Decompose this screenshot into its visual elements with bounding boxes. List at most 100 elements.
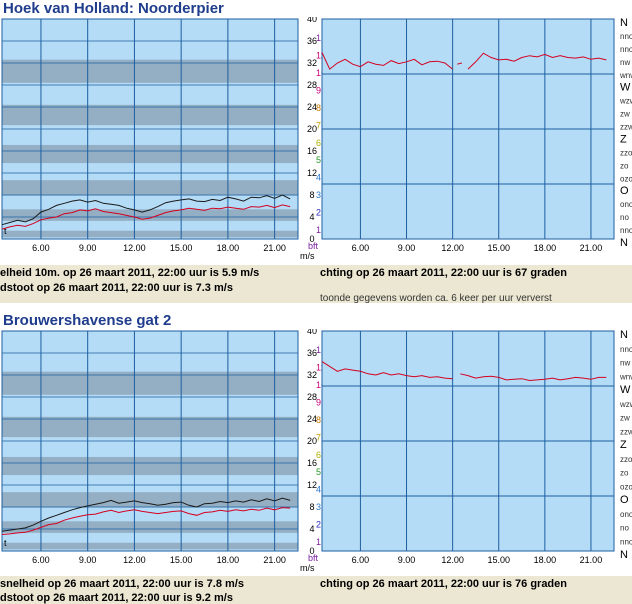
- y-tick-label-bft: 10: [316, 68, 326, 78]
- x-tick-label: 9.00: [398, 555, 416, 565]
- x-tick-label: 6.00: [352, 555, 370, 565]
- x-tick-label: 21.00: [263, 555, 286, 565]
- y-tick-label-compass: N: [620, 549, 628, 561]
- y-tick-label-bft: 4: [316, 173, 321, 183]
- y-tick-label-compass: W: [620, 384, 631, 396]
- y-tick-label-compass: nno: [620, 45, 632, 54]
- y-tick-label-compass: nno: [620, 32, 632, 41]
- y-tick-label-bft: 12: [316, 33, 326, 43]
- y-tick-label-compass: nno: [620, 345, 632, 354]
- y-tick-label-compass: zo: [620, 469, 629, 478]
- y-tick-label-compass: zzo: [620, 148, 632, 157]
- direction-readout: chting op 26 maart 2011, 22:00 uur is 67…: [320, 267, 567, 279]
- wind-direction-line: [321, 52, 453, 70]
- y-tick-label-bft: 3: [316, 190, 321, 200]
- x-tick-label: 15.00: [487, 243, 510, 253]
- wind-direction-line: [467, 52, 607, 70]
- x-tick-label: 12.00: [123, 555, 146, 565]
- plot-frame: [321, 18, 615, 240]
- y-tick-label-bft: 1: [316, 537, 321, 547]
- x-tick-label: 21.00: [580, 555, 603, 565]
- y-tick-label-compass: ozo: [620, 482, 632, 491]
- beaufort-band: [2, 521, 298, 533]
- plot-frame: [1, 18, 299, 240]
- y-tick-label-compass: no: [620, 213, 629, 222]
- x-tick-label: 6.00: [32, 243, 50, 253]
- y-tick-label-compass: ono: [620, 510, 632, 519]
- plot-frame: [1, 330, 299, 552]
- y-tick-label-ms: 24: [307, 102, 317, 112]
- x-tick-label: 9.00: [79, 555, 97, 565]
- x-tick-label: 15.00: [170, 243, 193, 253]
- y-tick-label-bft: 10: [316, 380, 326, 390]
- y-tick-label-bft: 2: [316, 208, 321, 218]
- y-tick-label-compass: ono: [620, 200, 632, 209]
- x-tick-label: 12.00: [441, 243, 464, 253]
- beaufort-band: [2, 180, 298, 196]
- y-tick-label-ms: 32: [307, 370, 317, 380]
- y-tick-label-compass: zo: [620, 161, 629, 170]
- wind-speed-line: [1, 507, 291, 535]
- y-tick-label-ms: 40: [307, 17, 317, 24]
- update-note: toonde gegevens worden ca. 6 keer per uu…: [320, 293, 552, 303]
- beaufort-band: [2, 59, 298, 83]
- beaufort-band: [2, 542, 298, 550]
- y-tick-label-ms: 16: [307, 458, 317, 468]
- y-tick-label-bft: 8: [316, 415, 321, 425]
- y-tick-label-bft: 7: [316, 432, 321, 442]
- x-tick-label: 9.00: [398, 243, 416, 253]
- y-tick-label-ms: 32: [307, 58, 317, 68]
- station-title-2: Brouwershavense gat 2: [3, 312, 172, 329]
- station-1-info: elheid 10m. op 26 maart 2011, 22:00 uur …: [0, 265, 632, 303]
- y-tick-label-compass: wnw: [619, 372, 632, 381]
- plot-frame: [321, 330, 615, 552]
- y-tick-label-ms: 16: [307, 146, 317, 156]
- y-tick-label-bft: 9: [316, 85, 321, 95]
- y-tick-label-compass: N: [620, 237, 628, 249]
- y-tick-label-ms: 28: [307, 392, 317, 402]
- y-tick-label-ms: 20: [307, 436, 317, 446]
- y-tick-label-ms: 0: [309, 234, 314, 244]
- y-tick-label-bft: 9: [316, 397, 321, 407]
- y-tick-label-compass: nw: [620, 58, 630, 67]
- beaufort-band: [2, 209, 298, 221]
- x-tick-label: 21.00: [263, 243, 286, 253]
- y-tick-label-compass: wnw: [619, 71, 632, 80]
- y-tick-label-compass: zzo: [620, 455, 632, 464]
- station-title-1: Hoek van Holland: Noorderpier: [3, 0, 224, 17]
- beaufort-band: [2, 416, 298, 438]
- wind-gust-line: [1, 194, 291, 226]
- y-tick-label-compass: Z: [620, 133, 627, 145]
- speed-readout: snelheid op 26 maart 2011, 22:00 uur is …: [0, 578, 244, 590]
- y-tick-label-ms: 8: [309, 190, 314, 200]
- y-tick-label-bft: 6: [316, 138, 321, 148]
- wind-direction-line: [457, 62, 463, 65]
- gust-readout: dstoot op 26 maart 2011, 22:00 uur is 7.…: [0, 282, 233, 294]
- y-tick-label-bft: 5: [316, 467, 321, 477]
- y-tick-label-compass: nw: [620, 359, 630, 368]
- y-tick-label-ms: 4: [309, 524, 314, 534]
- beaufort-band: [2, 456, 298, 476]
- y-tick-label-ms: 36: [307, 348, 317, 358]
- y-tick-label-ms: 12: [307, 168, 317, 178]
- beaufort-band: [2, 492, 298, 508]
- corner-label: t: [4, 226, 7, 236]
- x-tick-label: 6.00: [352, 243, 370, 253]
- y-tick-label-compass: zw: [620, 414, 630, 423]
- y-tick-label-compass: Z: [620, 439, 627, 451]
- y-tick-label-ms: 40: [307, 329, 317, 336]
- y-tick-label-bft: 11: [316, 50, 325, 60]
- y-tick-label-bft: 7: [316, 120, 321, 130]
- y-tick-label-compass: N: [620, 329, 628, 341]
- bft-label: bft: [308, 241, 319, 251]
- y-tick-label-compass: W: [620, 82, 631, 94]
- y-tick-label-bft: 12: [316, 345, 326, 355]
- y-tick-label-compass: O: [620, 185, 629, 197]
- beaufort-band: [2, 230, 298, 238]
- y-tick-label-bft: 8: [316, 103, 321, 113]
- y-tick-label-bft: 4: [316, 485, 321, 495]
